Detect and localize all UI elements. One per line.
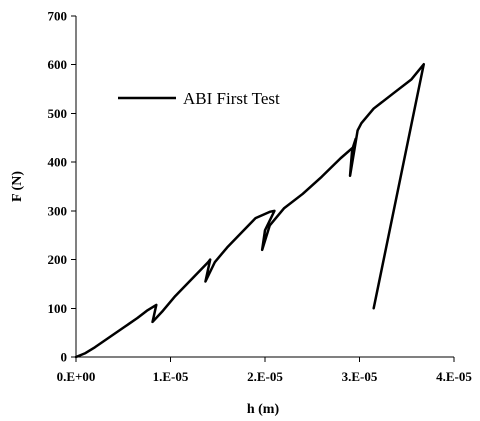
x-tick-label: 3.E-05 <box>342 369 378 384</box>
y-tick-label: 400 <box>48 155 68 170</box>
y-axis-title: F (N) <box>10 171 25 202</box>
y-tick-label: 300 <box>48 203 68 218</box>
legend-label: ABI First Test <box>183 89 280 108</box>
series-layer <box>74 62 426 359</box>
x-axis-ticks: 0.E+00 1.E-05 2.E-05 3.E-05 4.E-05 <box>57 357 472 384</box>
y-tick-label: 500 <box>48 106 68 121</box>
y-tick-label: 0 <box>61 350 68 365</box>
x-tick-label: 1.E-05 <box>153 369 189 384</box>
legend: ABI First Test <box>118 89 280 108</box>
y-axis-ticks: 0 100 200 300 400 500 600 700 <box>48 9 76 365</box>
series-line <box>74 62 426 359</box>
x-axis-title: h (m) <box>247 402 280 417</box>
x-tick-label: 2.E-05 <box>247 369 283 384</box>
y-tick-label: 100 <box>48 301 68 316</box>
y-tick-label: 700 <box>48 9 68 24</box>
y-tick-label: 200 <box>48 252 68 267</box>
x-tick-label: 0.E+00 <box>57 369 96 384</box>
y-tick-label: 600 <box>48 57 68 72</box>
x-tick-label: 4.E-05 <box>436 369 472 384</box>
